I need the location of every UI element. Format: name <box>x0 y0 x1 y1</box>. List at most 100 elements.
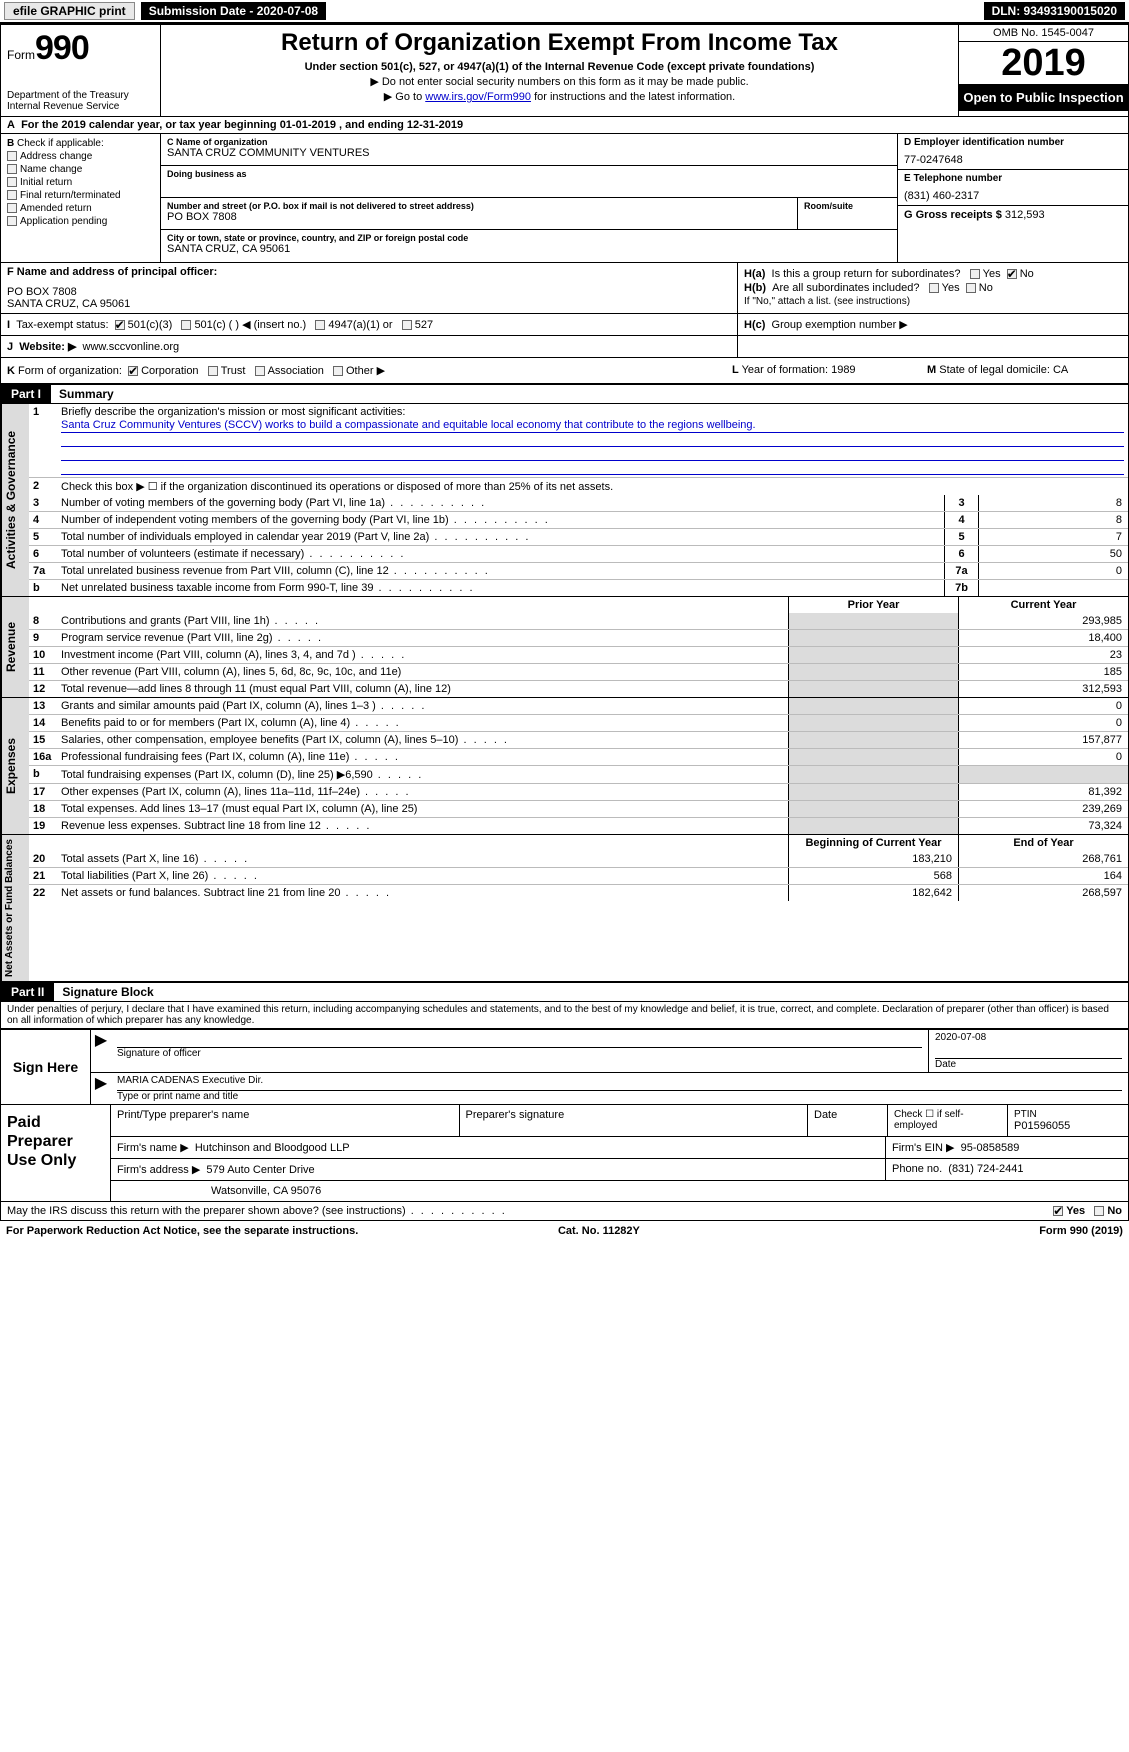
line-b: bTotal fundraising expenses (Part IX, co… <box>29 765 1128 783</box>
ptin: P01596055 <box>1014 1120 1122 1132</box>
line-14: 14Benefits paid to or for members (Part … <box>29 714 1128 731</box>
c-dba-lbl: Doing business as <box>167 169 891 179</box>
org-name: SANTA CRUZ COMMUNITY VENTURES <box>167 147 370 159</box>
d-ein-lbl: D Employer identification number <box>904 137 1122 148</box>
form-title: Return of Organization Exempt From Incom… <box>169 29 950 57</box>
hb-yes[interactable] <box>929 283 939 293</box>
irs-link[interactable]: www.irs.gov/Form990 <box>425 91 531 103</box>
org-ein: 77-0247648 <box>904 154 963 166</box>
ha-yes[interactable] <box>970 269 980 279</box>
k-corp[interactable] <box>128 366 138 376</box>
tax-year: 2019 <box>959 42 1128 84</box>
chk-final-return[interactable] <box>7 190 17 200</box>
gov-line-b: bNet unrelated business taxable income f… <box>29 579 1128 596</box>
i-row: I Tax-exempt status: 501(c)(3) 501(c) ( … <box>0 314 1129 336</box>
firm-name-lbl: Firm's name ▶ <box>117 1142 189 1154</box>
pp-name-lbl: Print/Type preparer's name <box>117 1109 249 1121</box>
d-gross-lbl: G Gross receipts $ <box>904 209 1002 221</box>
i-501c[interactable] <box>181 320 191 330</box>
hdr-beginning: Beginning of Current Year <box>788 835 958 851</box>
line-12: 12Total revenue—add lines 8 through 11 (… <box>29 680 1128 697</box>
sign-date: 2020-07-08 <box>935 1032 1122 1043</box>
org-city: SANTA CRUZ, CA 95061 <box>167 243 290 255</box>
hdr-current-year: Current Year <box>958 597 1128 613</box>
efile-button[interactable]: efile GRAPHIC print <box>4 2 135 20</box>
bottom-row: For Paperwork Reduction Act Notice, see … <box>0 1221 1129 1241</box>
gov-line-4: 4Number of independent voting members of… <box>29 511 1128 528</box>
officer-line2: SANTA CRUZ, CA 95061 <box>7 298 731 310</box>
state-domicile: CA <box>1053 364 1068 376</box>
line-10: 10Investment income (Part VIII, column (… <box>29 646 1128 663</box>
k-assoc[interactable] <box>255 366 265 376</box>
header-left: Form990 Department of the Treasury Inter… <box>1 25 161 116</box>
entity-block: B Check if applicable: Address change Na… <box>0 134 1129 263</box>
ha-no[interactable] <box>1007 269 1017 279</box>
website: www.sccvonline.org <box>83 341 180 353</box>
hb-note: If "No," attach a list. (see instruction… <box>744 296 1122 307</box>
j-row: J Website: ▶ www.sccvonline.org <box>0 336 1129 358</box>
sign-block: Sign Here ▶ Signature of officer 2020-07… <box>0 1028 1129 1105</box>
line-19: 19Revenue less expenses. Subtract line 1… <box>29 817 1128 834</box>
irs-label: Internal Revenue Service <box>7 101 154 112</box>
part2-tag: Part II <box>1 983 54 1001</box>
hdr-end: End of Year <box>958 835 1128 851</box>
pp-selfemp: Check ☐ if self-employed <box>894 1109 964 1131</box>
part2-title: Signature Block <box>54 985 153 999</box>
line-17: 17Other expenses (Part IX, column (A), l… <box>29 783 1128 800</box>
fh-row: F Name and address of principal officer:… <box>0 263 1129 314</box>
discuss-yes[interactable] <box>1053 1206 1063 1216</box>
hdr-prior-year: Prior Year <box>788 597 958 613</box>
form-subtitle: Under section 501(c), 527, or 4947(a)(1)… <box>169 61 950 73</box>
chk-name-change[interactable] <box>7 164 17 174</box>
officer-signature[interactable] <box>117 1032 922 1048</box>
firm-addr1: 579 Auto Center Drive <box>206 1164 314 1176</box>
line-16a: 16aProfessional fundraising fees (Part I… <box>29 748 1128 765</box>
org-phone: (831) 460-2317 <box>904 190 979 202</box>
pp-sig-lbl: Preparer's signature <box>466 1109 565 1121</box>
part2-header: Part II Signature Block <box>0 983 1129 1002</box>
netassets-section: Net Assets or Fund Balances Beginning of… <box>0 835 1129 983</box>
chk-initial-return[interactable] <box>7 177 17 187</box>
dln: DLN: 93493190015020 <box>984 2 1125 20</box>
i-4947[interactable] <box>315 320 325 330</box>
gov-line-5: 5Total number of individuals employed in… <box>29 528 1128 545</box>
f-lbl: F Name and address of principal officer: <box>7 266 217 278</box>
k-other[interactable] <box>333 366 343 376</box>
omb-number: OMB No. 1545-0047 <box>959 25 1128 42</box>
box-b: B Check if applicable: Address change Na… <box>1 134 161 262</box>
d-phone-lbl: E Telephone number <box>904 173 1122 184</box>
line-20: 20Total assets (Part X, line 16)183,2102… <box>29 851 1128 867</box>
l2-text: Check this box ▶ ☐ if the organization d… <box>57 478 1128 495</box>
part1-header: Part I Summary <box>0 385 1129 404</box>
name-lbl: Type or print name and title <box>117 1091 238 1102</box>
side-revenue: Revenue <box>1 597 29 697</box>
firm-phone-lbl: Phone no. <box>892 1163 942 1175</box>
i-501c3[interactable] <box>115 320 125 330</box>
discuss-row: May the IRS discuss this return with the… <box>0 1202 1129 1221</box>
officer-name: MARIA CADENAS Executive Dir. <box>117 1075 263 1086</box>
line-15: 15Salaries, other compensation, employee… <box>29 731 1128 748</box>
submission-date: Submission Date - 2020-07-08 <box>141 2 326 20</box>
line-9: 9Program service revenue (Part VIII, lin… <box>29 629 1128 646</box>
discuss-no[interactable] <box>1094 1206 1104 1216</box>
chk-amended[interactable] <box>7 203 17 213</box>
k-trust[interactable] <box>208 366 218 376</box>
box-h: H(a) Is this a group return for subordin… <box>738 263 1128 313</box>
paid-preparer-label: Paid Preparer Use Only <box>1 1105 111 1201</box>
side-governance: Activities & Governance <box>1 404 29 596</box>
mission-blank-3 <box>61 461 1124 475</box>
side-netassets: Net Assets or Fund Balances <box>1 835 29 981</box>
chk-pending[interactable] <box>7 216 17 226</box>
line-21: 21Total liabilities (Part X, line 26)568… <box>29 867 1128 884</box>
expenses-section: Expenses 13Grants and similar amounts pa… <box>0 698 1129 835</box>
note-link: ▶ Go to www.irs.gov/Form990 for instruct… <box>169 90 950 103</box>
klm-row: K Form of organization: Corporation Trus… <box>0 358 1129 385</box>
header-center: Return of Organization Exempt From Incom… <box>161 25 958 116</box>
i-527[interactable] <box>402 320 412 330</box>
firm-ein-lbl: Firm's EIN ▶ <box>892 1142 955 1154</box>
chk-address-change[interactable] <box>7 151 17 161</box>
sig-officer-lbl: Signature of officer <box>117 1048 201 1059</box>
c-street-lbl: Number and street (or P.O. box if mail i… <box>167 201 891 211</box>
form-number: 990 <box>35 29 89 67</box>
hb-no[interactable] <box>966 283 976 293</box>
